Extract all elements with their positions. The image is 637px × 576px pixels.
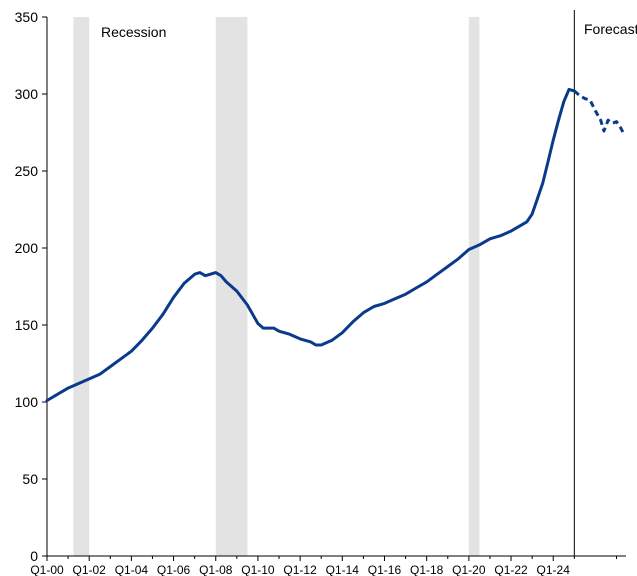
series-line-solid [45, 87, 576, 402]
x-tick-label: Q1-20 [452, 563, 486, 576]
x-tick-label: Q1-00 [30, 563, 64, 576]
x-tick-label: Q1-18 [410, 563, 444, 576]
recession-band-3 [468, 17, 480, 556]
recession-band-1 [73, 17, 90, 556]
series-lines [45, 87, 626, 402]
x-tick-label: Q1-04 [115, 563, 149, 576]
y-tick-label: 0 [30, 548, 38, 564]
x-tick-label: Q1-08 [199, 563, 233, 576]
y-tick-label: 350 [15, 9, 39, 25]
y-tick-label: 150 [15, 317, 39, 333]
x-tick-label: Q1-06 [157, 563, 191, 576]
x-axis-ticks: Q1-00 Q1-02 Q1-04 Q1-06 Q1-08 Q1-10 Q1-12 Q1-14… [30, 556, 618, 576]
y-axis-ticks: 0 50 100 150 200 250 300 350 [15, 9, 47, 564]
x-tick-label: Q1-16 [368, 563, 402, 576]
x-tick-label: Q1-12 [283, 563, 317, 576]
x-tick-label: Q1-10 [241, 563, 275, 576]
y-tick-label: 200 [15, 240, 39, 256]
recession-label: Recession [101, 24, 166, 40]
x-tick-label: Q1-02 [73, 563, 107, 576]
y-tick-label: 250 [15, 163, 39, 179]
series-line-dashed [573, 89, 626, 135]
y-tick-label: 300 [15, 86, 39, 102]
x-tick-label: Q1-24 [537, 563, 571, 576]
x-tick-label: Q1-14 [326, 563, 360, 576]
x-tick-label: Q1-22 [494, 563, 528, 576]
forecast-label: Forecast [584, 21, 637, 37]
y-tick-label: 100 [15, 394, 39, 410]
y-tick-label: 50 [22, 471, 38, 487]
